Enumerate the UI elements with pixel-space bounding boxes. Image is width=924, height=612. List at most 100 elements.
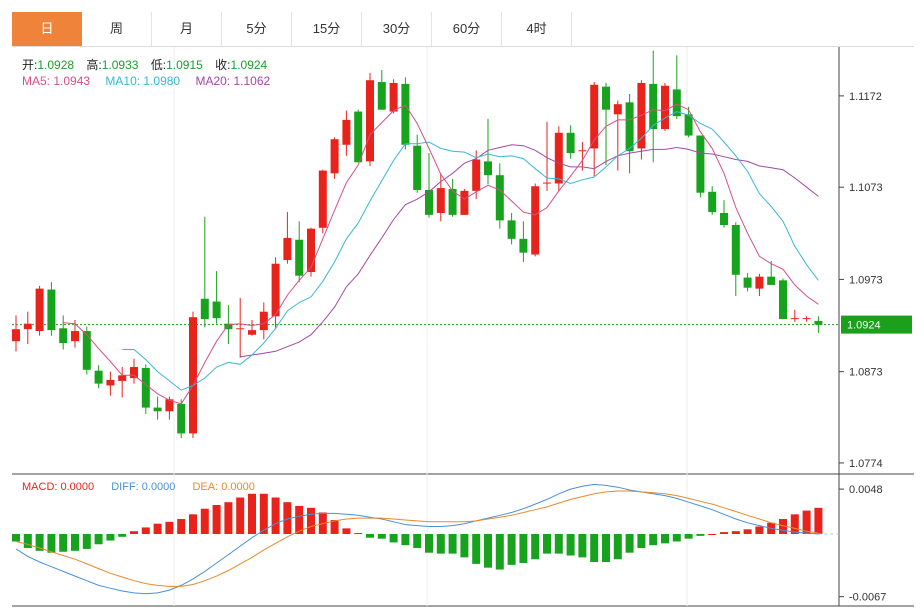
candle-body xyxy=(118,375,127,381)
macd-bar xyxy=(684,533,693,539)
ma5-legend: MA5: 1.0943 xyxy=(22,74,91,88)
macd-bar xyxy=(295,505,304,534)
macd-bar xyxy=(720,532,728,534)
candle-body xyxy=(295,239,304,276)
candle-body xyxy=(720,213,728,225)
candle-body xyxy=(731,224,740,275)
macd-bar xyxy=(613,533,622,560)
candle-body xyxy=(35,288,44,332)
macd-legend-dea: DEA: 0.0000 xyxy=(192,481,255,493)
macd-bar xyxy=(283,502,292,534)
candle-body xyxy=(271,263,280,317)
tab-4hour[interactable]: 4时 xyxy=(502,12,572,46)
candle-body xyxy=(543,182,551,184)
macd-bar xyxy=(779,519,787,534)
low-label: 低: xyxy=(150,58,167,72)
last-price-tag-label: 1.0924 xyxy=(847,320,881,332)
candle-body xyxy=(153,407,162,412)
open-value: 1.0928 xyxy=(37,58,75,72)
macd-bar xyxy=(566,533,575,556)
candle-body xyxy=(413,145,422,190)
macd-bar xyxy=(118,533,127,537)
candle-body xyxy=(47,289,56,331)
tab-60min[interactable]: 60分 xyxy=(432,12,502,46)
macd-bar xyxy=(330,519,339,534)
candle-body xyxy=(82,331,91,370)
macd-bar xyxy=(271,497,280,534)
macd-bar xyxy=(82,533,91,549)
price-tick-label: 1.1073 xyxy=(849,182,883,194)
candle-body xyxy=(814,320,823,325)
candle-body xyxy=(590,84,599,149)
candle-body xyxy=(259,311,268,331)
macd-tick-label: 0.0048 xyxy=(849,484,883,496)
candle-body xyxy=(767,276,776,285)
tab-30min[interactable]: 30分 xyxy=(362,12,432,46)
tab-15min[interactable]: 15分 xyxy=(292,12,362,46)
price-tick-label: 1.0873 xyxy=(849,367,883,379)
macd-bar xyxy=(672,533,681,542)
price-tick-label: 1.0774 xyxy=(849,458,883,470)
macd-bar xyxy=(425,533,433,553)
macd-bar xyxy=(130,531,138,534)
ma20-line xyxy=(240,144,819,358)
macd-bar xyxy=(354,533,363,535)
macd-bar xyxy=(602,533,610,563)
macd-bar xyxy=(790,514,799,534)
macd-bar xyxy=(696,533,705,536)
candle-body xyxy=(613,104,622,115)
macd-bar xyxy=(531,533,540,560)
macd-bar xyxy=(649,533,658,546)
macd-bar xyxy=(71,533,79,551)
macd-bar xyxy=(224,502,233,534)
macd-bar xyxy=(814,507,823,534)
candle-body xyxy=(248,330,256,335)
candle-body xyxy=(755,276,764,289)
macd-bar xyxy=(708,533,717,535)
candle-body xyxy=(519,238,528,253)
macd-bar xyxy=(554,533,563,554)
macd-bar xyxy=(248,493,256,534)
macd-bar xyxy=(413,533,422,549)
macd-bar xyxy=(484,533,492,568)
candle-body xyxy=(448,189,457,215)
ma20-legend: MA20: 1.1062 xyxy=(195,74,271,88)
price-tick-label: 1.1172 xyxy=(849,91,882,103)
high-value: 1.0933 xyxy=(101,58,139,72)
candle-body xyxy=(661,85,669,130)
candle-body xyxy=(330,139,339,174)
macd-bar xyxy=(94,533,103,545)
candle-body xyxy=(141,367,150,408)
macd-bar xyxy=(495,533,504,570)
candle-body xyxy=(377,82,386,110)
candle-body xyxy=(649,83,658,130)
candle-body xyxy=(531,186,540,255)
candle-body xyxy=(625,102,634,152)
tab-day[interactable]: 日 xyxy=(12,12,82,46)
macd-bar xyxy=(342,528,351,534)
candle-body xyxy=(425,189,433,215)
macd-bar xyxy=(543,533,551,554)
candle-body xyxy=(779,280,787,320)
macd-bar xyxy=(212,504,221,534)
macd-bar xyxy=(165,521,174,534)
macd-bar xyxy=(236,497,245,534)
candle-body xyxy=(130,367,138,379)
macd-bar xyxy=(47,533,56,553)
macd-legend-diff: DIFF: 0.0000 xyxy=(111,481,176,493)
candle-body xyxy=(696,135,705,193)
macd-bar xyxy=(661,533,669,544)
tab-5min[interactable]: 5分 xyxy=(222,12,292,46)
candle-body xyxy=(283,237,292,261)
low-value: 1.0915 xyxy=(166,58,203,72)
ma10-legend: MA10: 1.0980 xyxy=(105,74,181,88)
macd-bar xyxy=(755,526,764,534)
tab-week[interactable]: 周 xyxy=(82,12,152,46)
macd-bar xyxy=(259,493,268,534)
tab-month[interactable]: 月 xyxy=(152,12,222,46)
macd-bar xyxy=(472,533,481,564)
candle-body xyxy=(59,328,68,344)
macd-bar xyxy=(436,533,445,554)
macd-bar xyxy=(590,533,599,563)
